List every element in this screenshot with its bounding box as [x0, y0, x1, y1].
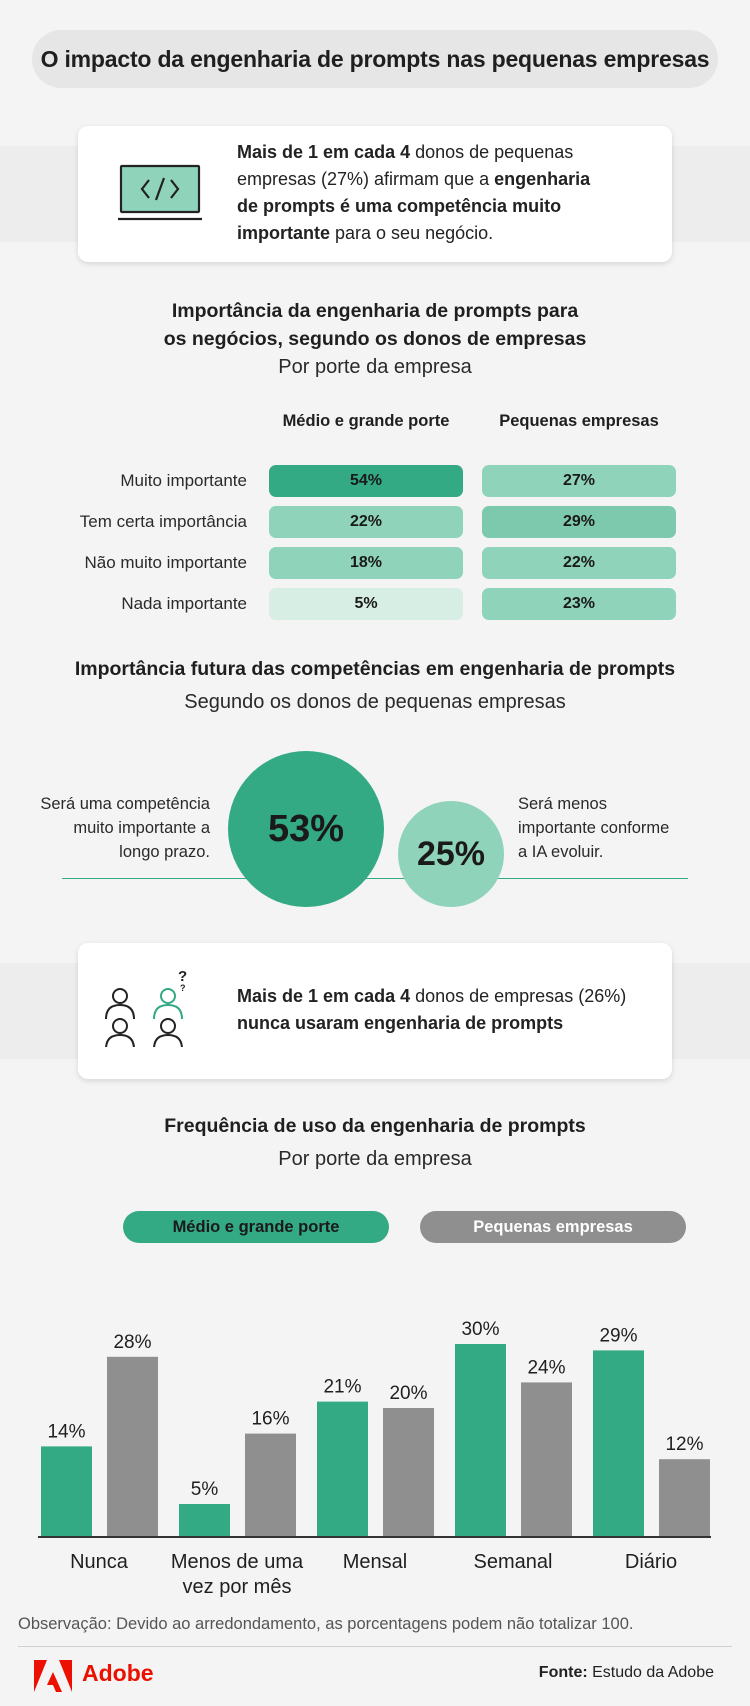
stat-text: para o seu negócio.: [330, 223, 494, 243]
stat-text: donos de empresas (26%): [410, 986, 627, 1006]
table-cell: 22%: [482, 547, 676, 579]
bubble-baseline: [62, 878, 688, 879]
bar-value-label: 20%: [389, 1383, 427, 1404]
bar-value-label: 28%: [113, 1332, 151, 1353]
bar: [659, 1459, 710, 1536]
code-laptop-icon: [118, 164, 202, 221]
frequency-subtitle: Por porte da empresa: [278, 1148, 472, 1170]
table-subtitle: Por porte da empresa: [278, 356, 472, 378]
bar-value-label: 21%: [323, 1377, 361, 1398]
stat-card-line: de prompts é uma competência muito: [237, 193, 590, 220]
bar-value-label: 16%: [251, 1409, 289, 1430]
source-credit: Fonte: Estudo da Adobe: [539, 1664, 714, 1682]
table-cell: 18%: [269, 547, 463, 579]
stat-text: donos de pequenas: [410, 142, 574, 162]
bubble-label-line: importante conforme: [518, 819, 670, 837]
page-title: O impacto da engenharia de prompts nas p…: [32, 30, 718, 88]
stat-card-usage: ? ? Mais de 1 em cada 4 donos de empresa…: [78, 943, 672, 1079]
adobe-wordmark: Adobe: [82, 1660, 154, 1686]
stat-card-line: Mais de 1 em cada 4 donos de pequenas: [237, 139, 590, 166]
future-subtitle: Segundo os donos de pequenas empresas: [184, 691, 566, 713]
stat-card-text: Mais de 1 em cada 4 donos de empresas (2…: [237, 983, 626, 1037]
bubble-label-line: Será uma competência: [40, 795, 210, 813]
table-cell: 27%: [482, 465, 676, 497]
table-title-line: Importância da engenharia de prompts par…: [171, 300, 579, 322]
table-title-line: os negócios, segundo os donos de empresa…: [163, 328, 587, 350]
bar-value-label: 24%: [527, 1357, 565, 1378]
column-header: Pequenas empresas: [499, 412, 659, 430]
bar: [455, 1344, 506, 1536]
category-label: Menos de uma: [171, 1551, 304, 1573]
stat-card-line: empresas (27%) afirmam que a engenharia: [237, 166, 590, 193]
stat-highlight: nunca usaram engenharia de prompts: [237, 1013, 564, 1033]
bubble-label-line: a IA evoluir.: [518, 843, 604, 861]
stat-card-line: Mais de 1 em cada 4 donos de empresas (2…: [237, 983, 626, 1010]
stat-card-importance: Mais de 1 em cada 4 donos de pequenas emp…: [78, 126, 672, 262]
adobe-logo-icon: [34, 1660, 72, 1692]
table-cell: 54%: [269, 465, 463, 497]
bubble-25: 25%: [398, 801, 504, 907]
stat-highlight: importante: [237, 223, 331, 243]
bar: [107, 1356, 158, 1536]
frequency-bar-chart: 14% 28% Nunca 5% 16% Menos de uma vez por mês 2…: [38, 1319, 711, 1598]
table-row-label: Nada importante: [121, 594, 247, 613]
bar: [41, 1446, 92, 1536]
bubble-label-line: Será menos: [518, 795, 607, 813]
stat-text: empresas (27%) afirmam que a: [237, 169, 495, 189]
bubble-53: 53%: [228, 751, 384, 907]
svg-text:?: ?: [178, 968, 187, 985]
source-text: Estudo da Adobe: [587, 1664, 714, 1681]
bar: [179, 1504, 230, 1536]
svg-text:?: ?: [180, 983, 186, 993]
bar-value-label: 30%: [461, 1319, 499, 1340]
category-label: Nunca: [70, 1551, 129, 1573]
bar-value-label: 14%: [47, 1421, 85, 1442]
stat-highlight: engenharia: [494, 169, 591, 189]
category-label: Diário: [625, 1551, 677, 1573]
people-question-icon: ? ?: [105, 968, 187, 1047]
bubble-label-right: Será menos importante conforme a IA evol…: [518, 792, 718, 864]
legend-medium-large: Médio e grande porte: [123, 1211, 389, 1243]
table-cell: 22%: [269, 506, 463, 538]
table-row-label: Tem certa importância: [79, 512, 247, 531]
bubble-label-line: muito importante a: [73, 819, 210, 837]
stat-card-text: Mais de 1 em cada 4 donos de pequenas emp…: [237, 139, 590, 247]
category-label: Semanal: [474, 1551, 553, 1573]
frequency-title: Frequência de uso da engenharia de promp…: [164, 1115, 586, 1137]
stat-highlight: Mais de 1 em cada 4: [237, 986, 411, 1006]
bar-value-label: 12%: [665, 1434, 703, 1455]
stat-card-line: importante para o seu negócio.: [237, 220, 590, 247]
stat-highlight: Mais de 1 em cada 4: [237, 142, 411, 162]
bar: [317, 1401, 368, 1536]
table-row-label: Não muito importante: [84, 553, 247, 572]
table-cell: 5%: [269, 588, 463, 620]
table-row-label: Muito importante: [120, 471, 247, 490]
category-label: Mensal: [343, 1551, 407, 1573]
future-title: Importância futura das competências em e…: [74, 658, 676, 680]
bar: [593, 1350, 644, 1536]
table-title: Importância da engenharia de prompts par…: [0, 297, 750, 353]
footer-divider: [18, 1646, 732, 1647]
table-cell: 29%: [482, 506, 676, 538]
bar: [521, 1382, 572, 1536]
source-label: Fonte:: [538, 1664, 588, 1681]
stat-highlight: de prompts é uma competência muito: [237, 196, 562, 216]
table-cell: 23%: [482, 588, 676, 620]
footnote: Observação: Devido ao arredondamento, as…: [18, 1615, 634, 1633]
column-header: Médio e grande porte: [282, 412, 450, 430]
category-label: vez por mês: [183, 1576, 292, 1598]
bar: [383, 1408, 434, 1536]
bubble-label-line: longo prazo.: [119, 843, 210, 861]
bar-value-label: 29%: [599, 1325, 637, 1346]
bubble-label-left: Será uma competência muito importante a …: [34, 792, 210, 864]
legend-small: Pequenas empresas: [420, 1211, 686, 1243]
bar-value-label: 5%: [191, 1479, 219, 1500]
stat-card-line: nunca usaram engenharia de prompts: [237, 1010, 626, 1037]
bar: [245, 1433, 296, 1536]
